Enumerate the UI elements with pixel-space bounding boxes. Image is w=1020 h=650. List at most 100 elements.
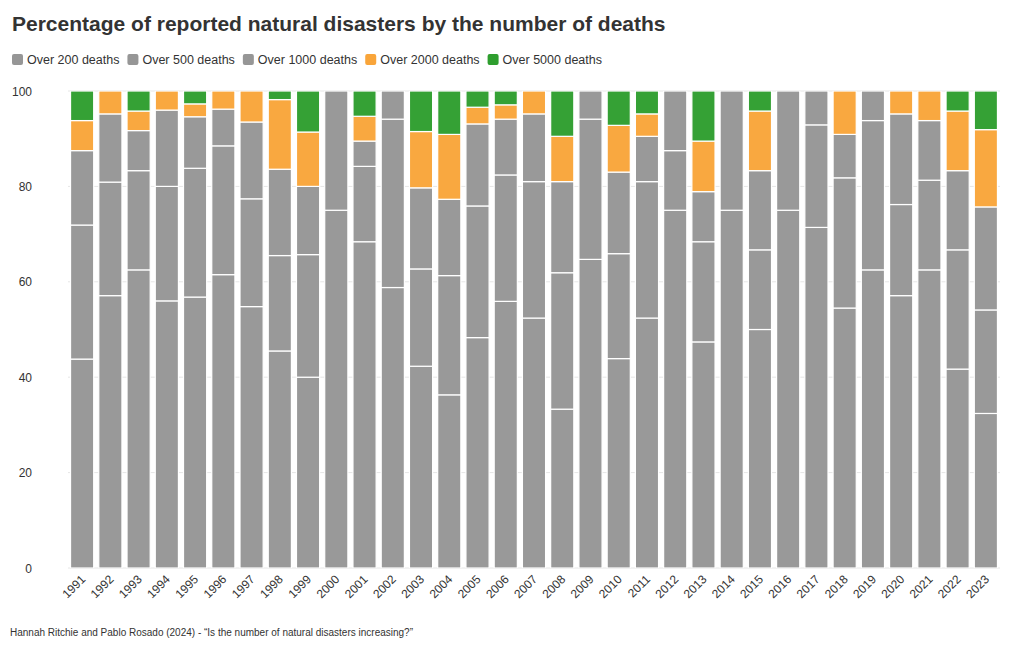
- bar-segment: [551, 182, 574, 273]
- bar-segment: [861, 121, 884, 270]
- y-tick-label: 20: [19, 466, 33, 480]
- bar-segment: [664, 91, 687, 92]
- y-tick-label: 60: [19, 275, 33, 289]
- bar-segment: [664, 91, 687, 92]
- bar-segment: [833, 308, 856, 568]
- x-tick-label: 2004: [427, 572, 456, 601]
- bar-segment: [692, 141, 715, 192]
- legend-swatch: [127, 54, 138, 65]
- bar-segment: [974, 91, 997, 130]
- bar-segment: [268, 351, 291, 568]
- bar-segment: [861, 270, 884, 568]
- bar-segment: [494, 119, 517, 175]
- bar-segment: [974, 130, 997, 207]
- bar-segment: [212, 91, 235, 109]
- bar-segment: [748, 330, 771, 569]
- bar-segment: [946, 369, 969, 568]
- bar-segment: [946, 111, 969, 171]
- x-tick-label: 2021: [907, 572, 936, 601]
- bar-segment: [946, 91, 969, 111]
- bar-segment: [720, 91, 743, 92]
- bar-segment: [805, 91, 828, 92]
- bar-segment: [805, 227, 828, 568]
- bar-segment: [890, 205, 913, 296]
- bar-segment: [127, 131, 150, 171]
- bar-segment: [579, 91, 602, 92]
- x-tick-label: 2016: [766, 572, 795, 601]
- bar-segment: [607, 125, 630, 172]
- bar-segment: [494, 91, 517, 105]
- bar-segment: [635, 91, 658, 114]
- bar-segment: [664, 210, 687, 568]
- bar-segment: [438, 395, 461, 568]
- bar-segment: [325, 210, 348, 568]
- x-tick-label: 1995: [172, 572, 201, 601]
- bar-segment: [805, 91, 828, 92]
- bar-segment: [466, 206, 489, 338]
- bar-segment: [692, 342, 715, 568]
- bar-segment: [635, 114, 658, 136]
- bar-segment: [240, 122, 263, 199]
- bar-segment: [805, 91, 828, 125]
- x-tick-label: 2011: [625, 572, 653, 600]
- bar-segment: [607, 91, 630, 125]
- bar-segment: [240, 91, 263, 122]
- legend-swatch: [488, 54, 499, 65]
- bar-segment: [974, 310, 997, 414]
- y-tick-label: 0: [25, 562, 32, 576]
- bar-segment: [946, 250, 969, 369]
- bar-segment: [466, 91, 489, 107]
- x-tick-label: 2022: [935, 572, 964, 601]
- bar-segment: [381, 91, 404, 119]
- legend-entry: Over 200 deaths: [12, 53, 119, 67]
- bar-segment: [184, 104, 207, 117]
- bar-segment: [325, 91, 348, 92]
- x-tick-label: 2023: [963, 572, 992, 601]
- x-tick-label: 2001: [342, 572, 371, 601]
- x-tick-label: 2019: [850, 572, 879, 601]
- bar-segment: [212, 146, 235, 275]
- bar-segment: [184, 297, 207, 568]
- bar-segment: [833, 134, 856, 177]
- bar-segment: [296, 91, 319, 132]
- bar-segment: [777, 210, 800, 568]
- legend-swatch: [12, 54, 23, 65]
- bar-segment: [890, 91, 913, 92]
- bar-segment: [522, 318, 545, 568]
- bar-segment: [71, 121, 94, 151]
- bar-segment: [522, 114, 545, 182]
- bar-segment: [777, 91, 800, 92]
- bars: [71, 91, 998, 568]
- bar-segment: [155, 110, 178, 186]
- x-tick-label: 1998: [257, 572, 286, 601]
- x-tick-label: 2007: [511, 572, 540, 601]
- bar-segment: [974, 413, 997, 568]
- bar-segment: [296, 255, 319, 378]
- bar-segment: [155, 91, 178, 92]
- bar-segment: [268, 100, 291, 170]
- bar-segment: [268, 256, 291, 351]
- bar-segment: [127, 171, 150, 270]
- bar-segment: [184, 117, 207, 169]
- bar-segment: [833, 178, 856, 308]
- legend-swatch: [365, 54, 376, 65]
- bar-segment: [127, 91, 150, 111]
- bar-segment: [579, 91, 602, 119]
- x-tick-label: 2018: [822, 572, 851, 601]
- bar-segment: [890, 114, 913, 205]
- bar-segment: [184, 91, 207, 104]
- bar-segment: [155, 301, 178, 568]
- legend-entry: Over 500 deaths: [127, 53, 234, 67]
- bar-segment: [240, 199, 263, 307]
- bar-segment: [325, 91, 348, 92]
- bar-segment: [71, 225, 94, 359]
- legend-entry: Over 1000 deaths: [243, 53, 357, 67]
- y-tick-label: 80: [19, 180, 33, 194]
- bar-segment: [494, 105, 517, 119]
- bar-segment: [466, 107, 489, 124]
- x-tick-label: 2015: [737, 572, 766, 601]
- bar-segment: [212, 91, 235, 92]
- bar-segment: [748, 171, 771, 250]
- legend-label: Over 200 deaths: [27, 53, 119, 67]
- bar-segment: [409, 269, 432, 366]
